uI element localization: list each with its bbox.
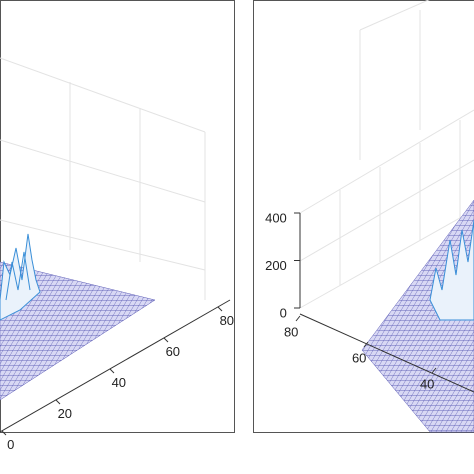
tick-mark [217,306,223,312]
y-tick-label: 20 [58,406,72,421]
left-panel: 0 20 40 60 80 [0,0,235,452]
tick-mark [295,315,301,322]
z-tick-label: 0 [280,305,287,320]
x-tick-label: 80 [284,324,298,339]
mesh-floor [0,261,156,401]
z-tick-label: 400 [265,210,287,225]
tick-mark [163,337,169,343]
mesh-floor [361,199,474,433]
tick-mark [431,367,437,374]
tick-mark [109,368,115,374]
z-tick-label: 200 [265,258,287,273]
y-axis [0,299,231,433]
y-tick-label: 80 [220,313,234,328]
y-tick-label: 60 [166,344,180,359]
tick-mark [1,430,7,436]
tick-mark [55,399,61,405]
x-tick-label: 40 [420,376,434,391]
right-panel: 0 200 400 80 60 40 [253,0,474,433]
back-walls [0,57,206,300]
mesh-peaks [429,219,474,321]
mesh-peaks [0,233,41,321]
y-tick-label: 40 [112,375,126,390]
y-tick-label: 0 [7,437,14,452]
tick-mark [363,341,369,348]
x-tick-label: 60 [352,350,366,365]
x-axis [299,313,474,393]
